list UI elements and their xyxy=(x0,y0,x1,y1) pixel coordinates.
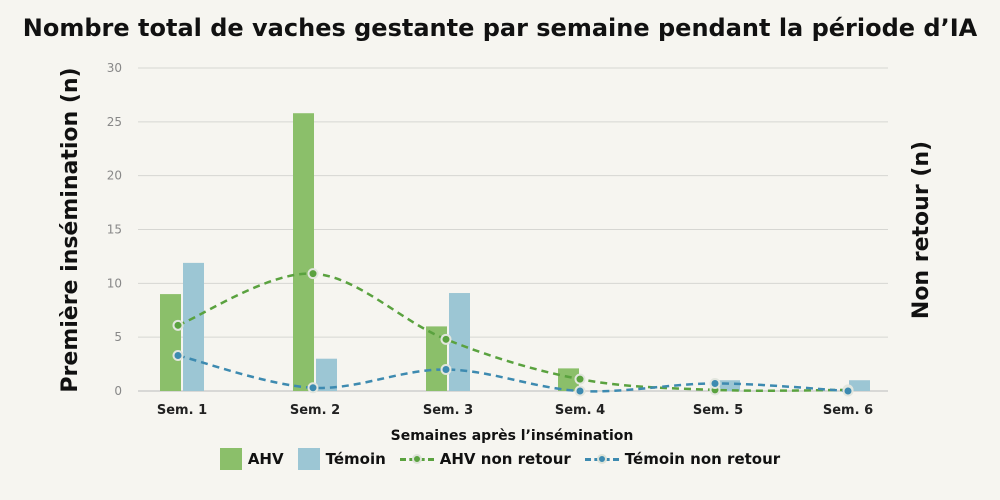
x-tick-label: Sem. 2 xyxy=(290,403,340,418)
point-temoin-non-retour xyxy=(172,349,184,361)
lines xyxy=(172,268,854,397)
x-tick-label: Sem. 6 xyxy=(823,403,873,418)
x-axis-label: Semaines après l’insémination xyxy=(391,428,634,444)
y-tick-label: 15 xyxy=(107,223,122,237)
point-ahv-non-retour xyxy=(172,319,184,331)
bars xyxy=(160,113,870,391)
point-temoin-non-retour xyxy=(307,382,319,394)
y2-axis-label: Non retour (n) xyxy=(909,141,934,319)
point-temoin-non-retour xyxy=(574,385,586,397)
legend-item-temoin: Témoin xyxy=(297,448,386,470)
legend-item-temoin-non-retour: Témoin non retour xyxy=(584,450,781,468)
gridlines xyxy=(138,67,888,392)
legend-label-temoin: Témoin xyxy=(325,450,386,468)
line-ahv-non-retour xyxy=(177,272,849,392)
legend-line-ahv-non-retour xyxy=(399,451,434,467)
x-tick-label: Sem. 5 xyxy=(693,403,743,418)
bar-temoin xyxy=(183,262,204,391)
bar-ahv xyxy=(293,113,314,391)
legend-item-ahv-non-retour: AHV non retour xyxy=(399,450,571,468)
legend-label-ahv: AHV xyxy=(247,450,284,468)
y-axis-label: Première insémination (n) xyxy=(58,67,83,392)
point-ahv-non-retour xyxy=(440,333,452,345)
bar-temoin xyxy=(849,380,870,391)
point-ahv-non-retour xyxy=(307,268,319,280)
chart-title: Nombre total de vaches gestante par sema… xyxy=(22,14,978,42)
line-temoin-non-retour xyxy=(177,354,849,393)
y-tick-label: 0 xyxy=(114,384,122,398)
legend-item-ahv: AHV xyxy=(219,448,284,470)
bar-ahv xyxy=(558,368,579,391)
legend-label-ahv-non-retour: AHV non retour xyxy=(439,450,571,468)
bar-temoin xyxy=(719,380,740,391)
x-tick-label: Sem. 1 xyxy=(157,403,207,418)
point-temoin-non-retour xyxy=(842,385,854,397)
y-tick-label: 20 xyxy=(107,169,122,183)
y-tick-label: 10 xyxy=(107,276,122,290)
bar-ahv xyxy=(160,294,181,391)
x-tick-label: Sem. 4 xyxy=(555,403,605,418)
point-ahv-non-retour xyxy=(574,373,586,385)
tick-labels: 0 5 10 15 20 25 30 Sem. 1 Sem. 2 Sem. 3 Sem. 4 Sem.… xyxy=(107,61,873,418)
bar-temoin xyxy=(316,358,337,391)
legend-label-temoin-non-retour: Témoin non retour xyxy=(624,450,781,468)
legend: AHV Témoin AHV non retour Témoin non ret… xyxy=(0,448,1000,470)
legend-line-temoin-non-retour xyxy=(584,451,619,467)
bar-temoin xyxy=(449,293,470,391)
point-temoin-non-retour xyxy=(440,363,452,375)
x-tick-label: Sem. 3 xyxy=(423,403,473,418)
legend-swatch-temoin xyxy=(297,448,320,470)
legend-swatch-ahv xyxy=(219,448,242,470)
y-tick-label: 5 xyxy=(114,330,122,344)
y-tick-label: 30 xyxy=(107,61,122,75)
point-temoin-non-retour xyxy=(709,377,721,389)
y-tick-label: 25 xyxy=(107,115,122,129)
